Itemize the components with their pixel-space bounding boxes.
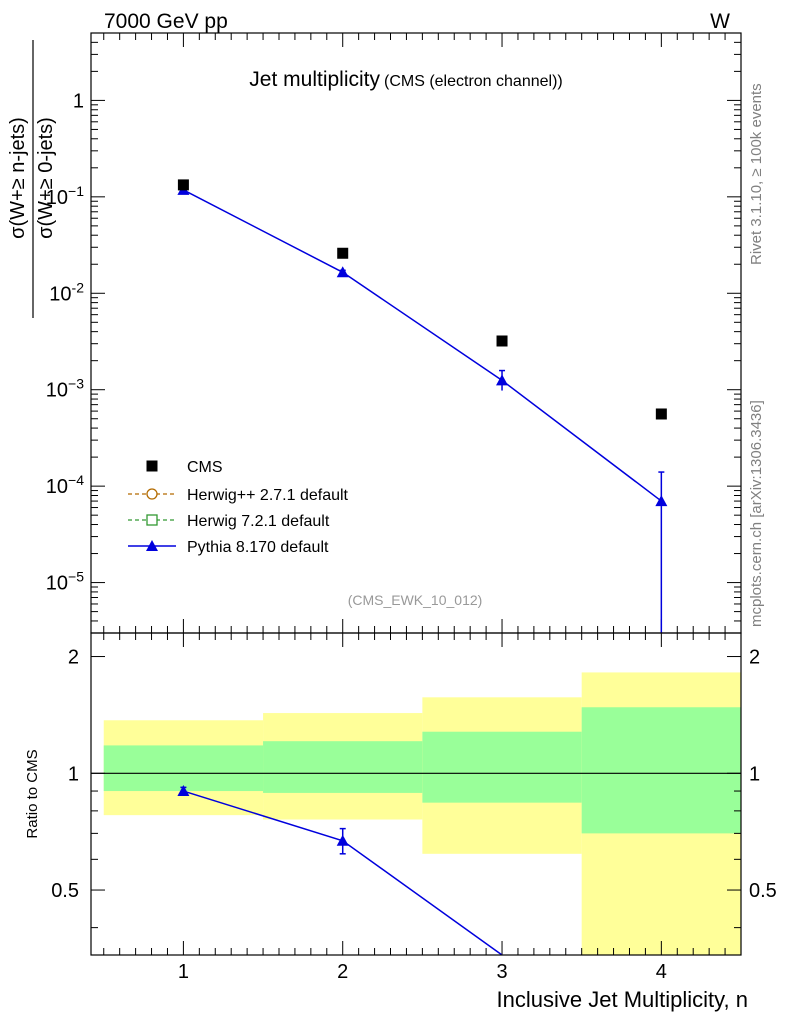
cms-point — [496, 335, 508, 347]
y-tick-label-ratio-left: 1 — [68, 763, 79, 785]
y-tick-label-ratio-left: 2 — [68, 647, 79, 669]
analysis-tag: (CMS_EWK_10_012) — [348, 592, 483, 608]
plot-subtitle: (CMS (electron channel)) — [384, 73, 563, 90]
legend-marker-pythia — [146, 540, 158, 551]
legend-marker-herwigpp — [146, 488, 158, 500]
legend-label: Pythia 8.170 default — [187, 539, 329, 556]
x-tick-label: 2 — [337, 961, 348, 983]
ratio-frame — [90, 632, 742, 956]
ratio-pythia-point — [336, 834, 349, 846]
ratio-y-label: Ratio to CMS — [24, 749, 41, 838]
y-label-denominator: σ(W+≥ 0-jets) — [35, 117, 57, 239]
y-tick-label-ratio-right: 2 — [749, 647, 760, 669]
y-tick-label-top: 10−3 — [46, 376, 84, 402]
legend-label: Herwig 7.2.1 default — [187, 513, 330, 530]
main-plot-panel: 1 10−1 10-2 10−3 10−4 10−5 CMS Herwig++ 2.7.1 d… — [46, 32, 742, 634]
y-label-numerator: σ(W+≥ n-jets) — [7, 117, 29, 239]
uncertainty-band-inner — [103, 745, 264, 792]
ratio-pythia-point — [177, 785, 190, 797]
y-tick-label-top: 10−5 — [46, 569, 84, 595]
pythia-point — [336, 266, 349, 278]
process-label: W — [710, 10, 730, 33]
x-tick-label: 3 — [496, 961, 507, 983]
y-axis-label-top: σ(W+≥ n-jets) σ(W+≥ 0-jets) — [7, 40, 57, 318]
legend-marker-herwig7 — [146, 514, 158, 526]
y-tick-label-top: 10−4 — [46, 472, 84, 498]
rivet-label: Rivet 3.1.10, ≥ 100k events — [748, 83, 765, 265]
ratio-plot-panel: 0.5 0.5 1 1 2 2 1 2 3 4 — [51, 632, 777, 983]
legend-marker-cms — [146, 460, 158, 472]
uncertainty-band-inner — [422, 731, 582, 803]
cms-point — [177, 179, 189, 191]
energy-label: 7000 GeV pp — [104, 10, 228, 33]
y-tick-label-ratio-right: 0.5 — [749, 880, 777, 902]
legend-label: Herwig++ 2.7.1 default — [187, 487, 349, 504]
source-label: mcplots.cern.ch [arXiv:1306.3436] — [748, 400, 765, 627]
x-axis-label: Inclusive Jet Multiplicity, n — [497, 987, 748, 1012]
y-tick-label-top: 10−1 — [46, 183, 84, 209]
pythia-point — [496, 374, 509, 386]
y-tick-label-ratio-right: 1 — [749, 763, 760, 785]
uncertainty-band-inner — [263, 741, 423, 793]
y-tick-label-top: 10-2 — [49, 279, 84, 305]
x-tick-label: 1 — [178, 961, 189, 983]
y-tick-label-ratio-left: 0.5 — [51, 880, 79, 902]
cms-point — [337, 247, 349, 259]
plot-title: Jet multiplicity — [249, 68, 380, 91]
cms-point — [655, 408, 667, 420]
y-tick-label-top: 1 — [73, 90, 84, 112]
uncertainty-band-inner — [581, 707, 741, 834]
x-tick-label: 4 — [656, 961, 667, 983]
legend-label: CMS — [187, 459, 223, 476]
pythia-line — [183, 189, 662, 502]
pythia-point — [655, 495, 668, 507]
